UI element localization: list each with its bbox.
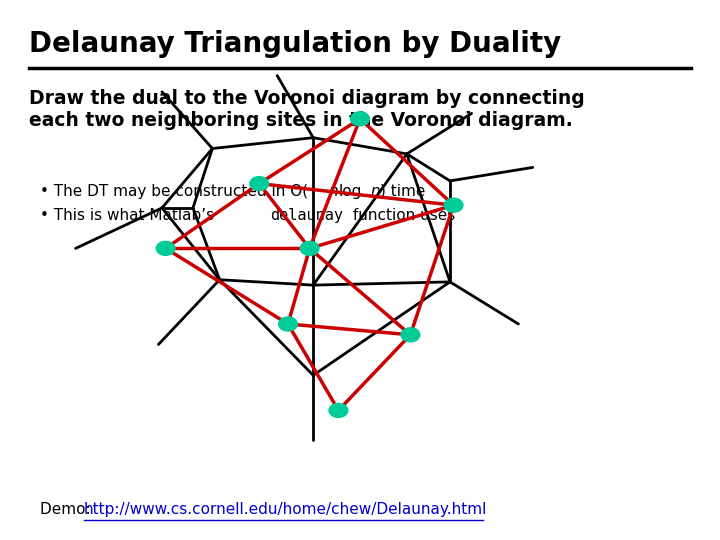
Text: function uses: function uses <box>348 208 456 223</box>
Circle shape <box>279 317 297 331</box>
Text: n: n <box>328 184 338 199</box>
Circle shape <box>401 328 420 342</box>
Circle shape <box>300 241 319 255</box>
Text: http://www.cs.cornell.edu/home/chew/Delaunay.html: http://www.cs.cornell.edu/home/chew/Dela… <box>84 502 487 517</box>
Circle shape <box>250 177 269 191</box>
Circle shape <box>156 241 175 255</box>
Circle shape <box>444 198 463 212</box>
Text: Demo:: Demo: <box>40 502 95 517</box>
Text: ) time: ) time <box>380 184 426 199</box>
Text: • The DT may be constructed in O(: • The DT may be constructed in O( <box>40 184 307 199</box>
Circle shape <box>351 112 369 126</box>
Text: Draw the dual to the Voronoi diagram by connecting
each two neighboring sites in: Draw the dual to the Voronoi diagram by … <box>29 89 585 130</box>
Text: Delaunay Triangulation by Duality: Delaunay Triangulation by Duality <box>29 30 561 58</box>
Text: • This is what Matlab’s: • This is what Matlab’s <box>40 208 219 223</box>
Text: delaunay: delaunay <box>270 208 343 223</box>
Text: log: log <box>338 184 361 199</box>
Circle shape <box>329 403 348 417</box>
Text: n: n <box>370 184 379 199</box>
